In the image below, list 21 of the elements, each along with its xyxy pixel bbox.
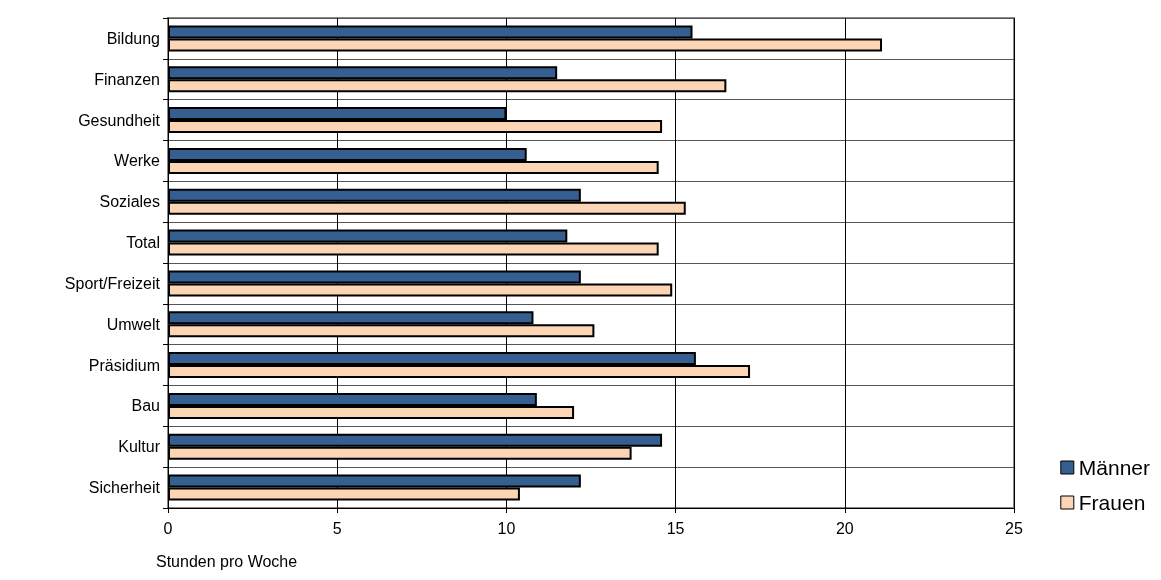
x-tick-label: 10 — [497, 519, 516, 537]
x-tick-label: 20 — [835, 519, 854, 537]
y-tick-label: Sport/Freizeit — [64, 274, 161, 292]
y-tick-label: Total — [126, 234, 160, 252]
y-tick-label: Werke — [114, 152, 161, 170]
legend-label: Männer — [1078, 456, 1151, 479]
x-tick-label: 15 — [666, 519, 685, 537]
x-tick-label: 0 — [163, 519, 173, 537]
y-tick-label: Gesundheit — [78, 111, 161, 129]
x-tick-label: 25 — [1005, 519, 1023, 537]
y-tick-label: Bau — [131, 397, 160, 415]
x-axis-title: Stunden pro Woche — [156, 552, 298, 570]
y-tick-label: Umwelt — [106, 315, 161, 333]
y-tick-label: Kultur — [118, 438, 161, 456]
y-tick-label: Sicherheit — [88, 479, 161, 497]
x-tick-label: 5 — [332, 519, 342, 537]
y-tick-label: Soziales — [99, 193, 160, 211]
y-tick-label: Bildung — [106, 29, 160, 47]
legend-label: Frauen — [1078, 491, 1146, 514]
y-tick-label: Finanzen — [94, 70, 160, 88]
y-tick-label: Präsidium — [88, 356, 160, 374]
